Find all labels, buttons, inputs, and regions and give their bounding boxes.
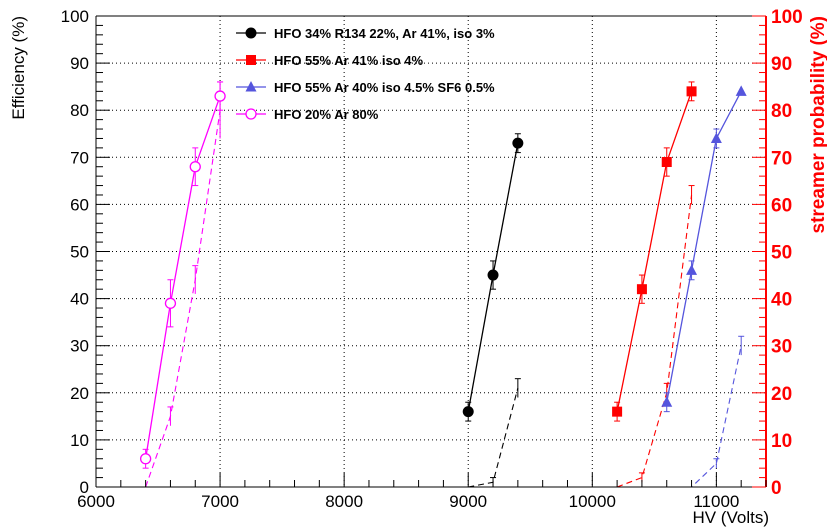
x-tick-label: 6000 <box>77 492 115 511</box>
data-point-square <box>246 55 256 65</box>
y-tick-label: 60 <box>70 195 89 214</box>
series-3 <box>661 85 747 488</box>
y-tick-label: 20 <box>70 384 89 403</box>
y2-tick-label: 90 <box>771 54 792 75</box>
y-tick-label: 70 <box>70 148 89 167</box>
y2-tick-label: 0 <box>771 478 782 499</box>
y-tick-label: 0 <box>80 478 89 497</box>
data-point-triangle <box>686 264 698 275</box>
data-point-circle <box>245 27 257 39</box>
data-point-open-circle <box>189 161 201 173</box>
y-tick-label: 40 <box>70 290 89 309</box>
legend-label: HFO 55% Ar 41% iso 4% <box>274 53 424 68</box>
series-4 <box>139 81 226 488</box>
data-point-square <box>686 86 697 97</box>
y-tick-label: 90 <box>70 54 89 73</box>
data-point-square <box>661 157 672 168</box>
data-point-circle <box>487 269 499 281</box>
series-1 <box>462 133 524 488</box>
data-point-open-circle <box>245 108 257 120</box>
x-tick-label: 8000 <box>325 492 363 511</box>
streamer-line <box>666 345 742 488</box>
data-point-triangle <box>661 396 673 407</box>
y2-tick-label: 10 <box>771 431 792 452</box>
x-tick-label: 11000 <box>693 492 739 511</box>
data-point-square <box>636 284 647 295</box>
axes: 6000 7000 8000 9000 10000 11000 0 0 10 10 20 20 30 30… <box>61 7 803 511</box>
y-tick-label: 100 <box>61 7 89 26</box>
efficiency-line <box>666 91 742 403</box>
y2-tick-label: 20 <box>771 384 792 405</box>
data-point-open-circle <box>164 297 177 309</box>
legend: HFO 34% R134 22%, Ar 41%, iso 3% HFO 55% … <box>236 26 495 122</box>
series-layer <box>139 81 747 488</box>
series-2 <box>612 81 697 488</box>
x-axis-title: HV (Volts) <box>692 508 769 527</box>
y-tick-label: 50 <box>70 243 89 262</box>
data-point-triangle <box>735 85 747 96</box>
efficiency-line <box>144 95 221 459</box>
x-tick-label: 7000 <box>201 492 239 511</box>
y2-tick-label: 80 <box>771 101 792 122</box>
legend-label: HFO 55% Ar 40% iso 4.5% SF6 0.5% <box>274 80 495 95</box>
data-point-open-circle <box>139 453 152 465</box>
data-point-triangle <box>710 132 722 143</box>
y2-tick-label: 60 <box>771 195 792 216</box>
x-tick-label: 9000 <box>449 492 487 511</box>
y-axis-title: Efficiency (%) <box>9 16 28 120</box>
y-tick-label: 30 <box>70 337 89 356</box>
efficiency-line <box>616 91 693 412</box>
legend-entry-1: HFO 34% R134 22%, Ar 41%, iso 3% <box>236 26 495 41</box>
y-tick-label: 10 <box>70 431 89 450</box>
y2-tick-label: 70 <box>771 148 792 169</box>
x-tick-label: 10000 <box>569 492 616 511</box>
data-point-circle <box>512 137 524 149</box>
y2-tick-label: 30 <box>771 337 792 358</box>
y2-tick-label: 50 <box>771 243 792 264</box>
streamer-line <box>468 387 519 488</box>
streamer-line <box>616 194 693 488</box>
legend-label: HFO 20% Ar 80% <box>274 107 379 122</box>
legend-entry-3: HFO 55% Ar 40% iso 4.5% SF6 0.5% <box>236 80 495 95</box>
y-tick-label: 80 <box>70 101 89 120</box>
streamer-line <box>145 110 221 488</box>
data-point-square <box>612 406 623 417</box>
legend-entry-2: HFO 55% Ar 41% iso 4% <box>236 53 424 68</box>
y2-tick-label: 100 <box>771 7 803 28</box>
data-point-triangle <box>245 81 257 92</box>
legend-label: HFO 34% R134 22%, Ar 41%, iso 3% <box>274 26 495 41</box>
data-point-open-circle <box>214 90 226 102</box>
right-axis-title: streamer probability (%) <box>808 16 827 234</box>
legend-entry-4: HFO 20% Ar 80% <box>236 107 379 122</box>
y2-tick-label: 40 <box>771 290 792 311</box>
data-point-circle <box>462 406 474 418</box>
